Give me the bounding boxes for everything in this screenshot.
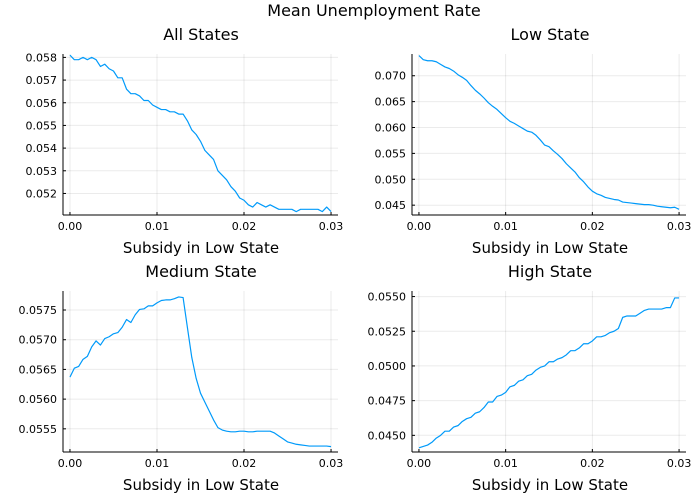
x-tick-label: 0.01 xyxy=(145,220,170,233)
y-tick-label: 0.055 xyxy=(26,119,58,132)
x-axis-label: Subsidy in Low State xyxy=(123,476,279,494)
x-tick-label: 0.02 xyxy=(580,457,605,470)
panel-all-states: All States Subsidy in Low State 0.00 0.01… xyxy=(26,25,344,257)
x-tick-label: 0.02 xyxy=(580,220,605,233)
y-tick-label: 0.053 xyxy=(26,165,58,178)
y-tick-label: 0.0550 xyxy=(368,291,407,304)
x-axis-label: Subsidy in Low State xyxy=(123,239,279,257)
x-tick-label: 0.02 xyxy=(232,457,257,470)
y-tick-label: 0.052 xyxy=(26,188,58,201)
x-tick-label: 0.02 xyxy=(232,220,257,233)
grid xyxy=(412,54,686,215)
y-tick-label: 0.060 xyxy=(375,122,407,135)
series-line xyxy=(69,54,332,213)
y-tick-label: 0.056 xyxy=(26,97,58,110)
grid xyxy=(63,291,338,452)
y-tick-label: 0.050 xyxy=(375,173,407,186)
x-tick-label: 0.03 xyxy=(319,220,344,233)
tick-labels: 0.00 0.01 0.02 0.03 0.0450 0.0475 0.0500 0.0525… xyxy=(368,291,692,470)
x-tick-label: 0.03 xyxy=(667,457,692,470)
y-tick-label: 0.0560 xyxy=(19,393,58,406)
axes xyxy=(411,54,686,216)
y-tick-label: 0.0565 xyxy=(19,363,58,376)
y-tick-label: 0.055 xyxy=(375,147,407,160)
x-tick-label: 0.01 xyxy=(493,457,518,470)
series xyxy=(69,296,332,448)
y-tick-label: 0.0570 xyxy=(19,334,58,347)
x-tick-label: 0.01 xyxy=(145,457,170,470)
tick-labels: 0.00 0.01 0.02 0.03 0.0555 0.0560 0.0565 0.0570… xyxy=(19,304,344,470)
y-tick-label: 0.057 xyxy=(26,74,58,87)
series-line xyxy=(418,55,680,210)
y-tick-label: 0.058 xyxy=(26,51,58,64)
panel-high-state: High State Subsidy in Low State 0.00 0.01… xyxy=(368,262,692,494)
x-axis-label: Subsidy in Low State xyxy=(472,476,628,494)
series-line xyxy=(418,297,680,449)
y-tick-label: 0.0500 xyxy=(368,360,407,373)
panel-title: High State xyxy=(508,262,592,281)
y-tick-label: 0.0575 xyxy=(19,304,58,317)
series xyxy=(418,297,680,449)
tick-labels: 0.00 0.01 0.02 0.03 0.045 0.050 0.055 0.060 0.06… xyxy=(375,70,692,233)
panel-title: Medium State xyxy=(145,262,256,281)
figure-suptitle: Mean Unemployment Rate xyxy=(267,1,480,20)
y-tick-label: 0.0475 xyxy=(368,395,407,408)
x-axis-label: Subsidy in Low State xyxy=(472,239,628,257)
axes xyxy=(62,54,338,216)
y-tick-label: 0.0525 xyxy=(368,325,407,338)
series xyxy=(418,55,680,210)
x-tick-label: 0.00 xyxy=(407,220,432,233)
grid xyxy=(412,291,686,452)
x-tick-label: 0.03 xyxy=(319,457,344,470)
x-tick-label: 0.00 xyxy=(58,457,83,470)
tick-labels: 0.00 0.01 0.02 0.03 0.052 0.053 0.054 0.055 0.05… xyxy=(26,51,344,233)
panel-title: All States xyxy=(163,25,239,44)
panel-title: Low State xyxy=(511,25,590,44)
series-line xyxy=(69,296,332,448)
x-tick-label: 0.01 xyxy=(493,220,518,233)
x-tick-label: 0.00 xyxy=(58,220,83,233)
y-tick-label: 0.054 xyxy=(26,142,58,155)
axes xyxy=(411,291,686,453)
y-tick-label: 0.045 xyxy=(375,199,407,212)
grid xyxy=(63,54,338,215)
x-tick-label: 0.03 xyxy=(667,220,692,233)
y-tick-label: 0.0450 xyxy=(368,429,407,442)
y-tick-label: 0.065 xyxy=(375,96,407,109)
y-tick-label: 0.0555 xyxy=(19,423,58,436)
panel-medium-state: Medium State Subsidy in Low State 0.00 0.… xyxy=(19,262,344,494)
series xyxy=(69,54,332,213)
y-tick-label: 0.070 xyxy=(375,70,407,83)
axes xyxy=(62,291,338,453)
panel-low-state: Low State Subsidy in Low State 0.00 0.01 0… xyxy=(375,25,692,257)
x-tick-label: 0.00 xyxy=(407,457,432,470)
